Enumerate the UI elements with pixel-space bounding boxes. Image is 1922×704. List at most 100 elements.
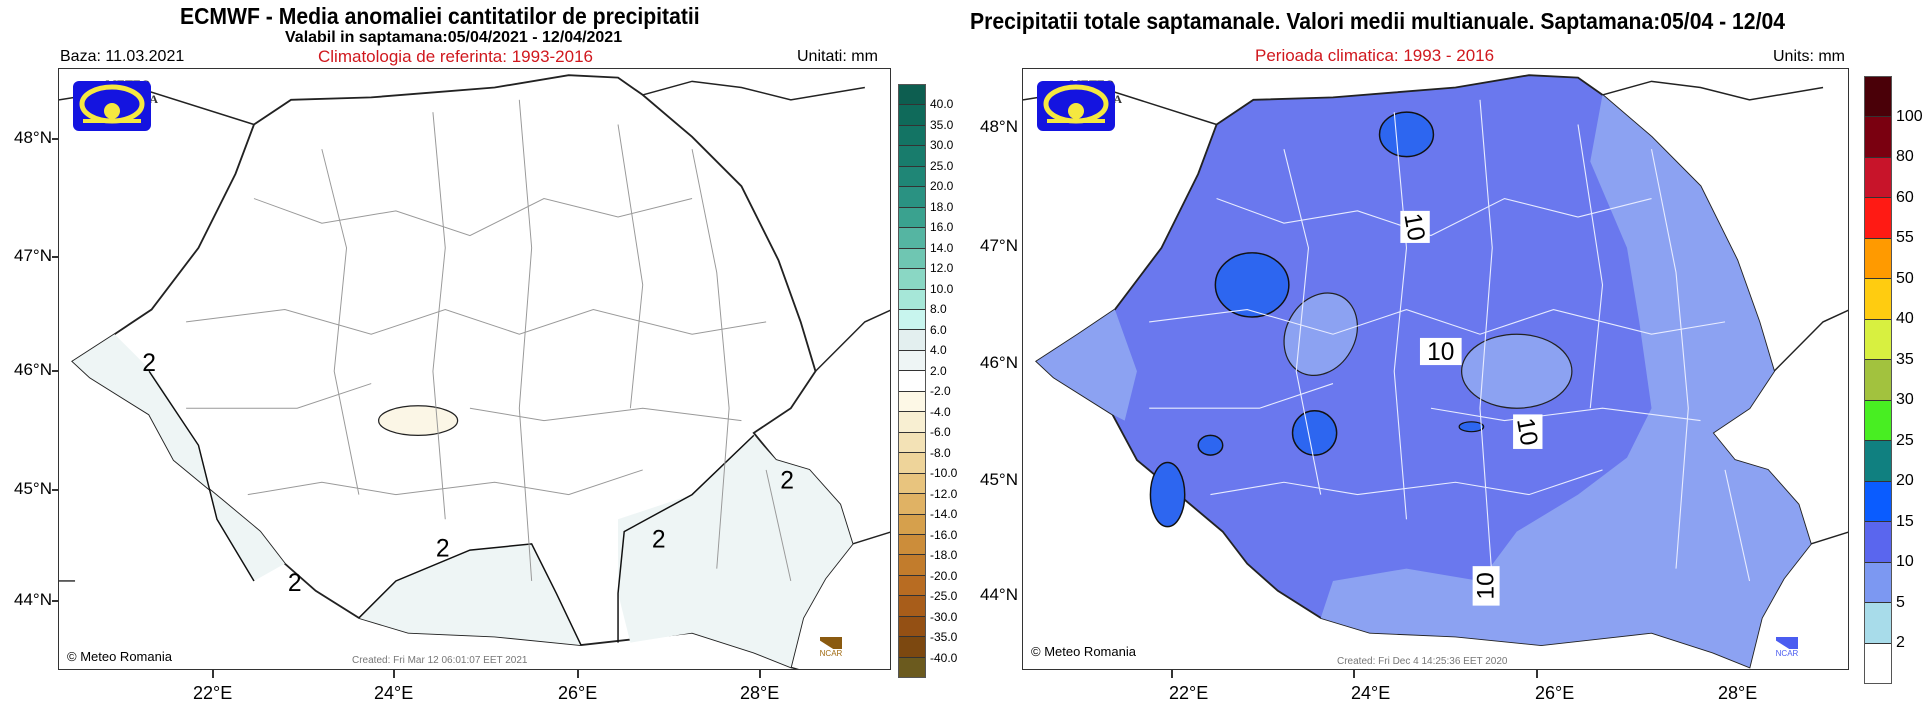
colorbar-swatch: [1865, 441, 1891, 482]
colorbar-swatch: [899, 289, 925, 310]
left-base-date: Baza: 11.03.2021: [60, 48, 185, 65]
colorbar-label: -6.0: [930, 425, 951, 440]
colorbar-swatch: [899, 371, 925, 392]
meteo-romania-logo: METEO ROMANIA: [73, 77, 183, 131]
colorbar-swatch: [899, 391, 925, 413]
colorbar-label: 25.0: [930, 158, 954, 173]
colorbar-label: -18.0: [930, 548, 958, 563]
ncar-logo: NCAR: [1773, 637, 1801, 658]
colorbar-label: 12.0: [930, 261, 954, 276]
meteo-logo-icon: [73, 81, 151, 131]
colorbar-label: 10.0: [930, 281, 954, 296]
contour-label: 10: [1511, 416, 1542, 448]
colorbar-swatch: [899, 657, 925, 678]
lon-label: 26°E: [558, 683, 598, 703]
colorbar-swatch: [899, 85, 925, 106]
colorbar-swatch: [899, 453, 925, 474]
contour-label: 2: [652, 527, 666, 554]
left-map: 2 2 2 2 2 METEO ROMANIA © Meteo Romania …: [58, 68, 891, 670]
colorbar-label: 6.0: [930, 322, 947, 337]
colorbar-label: -30.0: [930, 609, 958, 624]
colorbar-swatch: [1865, 77, 1891, 118]
precip-area-5-10: [1320, 94, 1811, 668]
ncar-icon: [1776, 637, 1798, 649]
lon-label: 22°E: [193, 683, 233, 703]
colorbar-swatch: [1865, 198, 1891, 239]
colorbar-label: 80: [1896, 148, 1914, 166]
colorbar-swatch: [1865, 157, 1891, 199]
colorbar-label: -4.0: [930, 404, 951, 419]
colorbar-label: 40: [1896, 310, 1914, 328]
colorbar-swatch: [899, 616, 925, 638]
colorbar-label: 4.0: [930, 343, 947, 358]
colorbar-swatch: [1865, 238, 1891, 280]
lon-label: 24°E: [1351, 683, 1391, 703]
colorbar-label: 55: [1896, 229, 1914, 247]
colorbar-label: -14.0: [930, 507, 958, 522]
anomaly-area-east: [618, 435, 853, 668]
lat-label: 46°N: [14, 360, 52, 379]
colorbar-swatch: [899, 432, 925, 454]
colorbar-label: 25: [1896, 431, 1914, 449]
colorbar-swatch: [899, 514, 925, 535]
contour-label: 10: [1427, 339, 1454, 366]
contour-label: 2: [436, 535, 450, 562]
colorbar-swatch: [899, 166, 925, 188]
meteo-romania-logo: METEO ROMANIA: [1037, 77, 1147, 131]
colorbar-swatch: [899, 637, 925, 658]
created-timestamp: Created: Fri Mar 12 06:01:07 EET 2021: [352, 655, 528, 666]
right-climatology: Perioada climatica: 1993 - 2016: [1255, 46, 1495, 65]
colorbar-label: 16.0: [930, 220, 954, 235]
colorbar-label: 50: [1896, 269, 1914, 287]
left-climatology: Climatologia de referinta: 1993-2016: [318, 47, 594, 66]
colorbar-swatch: [1865, 279, 1891, 320]
left-title: ECMWF - Media anomaliei cantitatilor de …: [180, 3, 700, 29]
lat-label: 44°N: [980, 585, 1018, 604]
colorbar-label: 35: [1896, 350, 1914, 368]
colorbar-label: 60: [1896, 188, 1914, 206]
colorbar-label: 100: [1896, 107, 1922, 125]
colorbar-label: 18.0: [930, 199, 954, 214]
ncar-icon: [820, 637, 842, 649]
colorbar-swatch: [899, 555, 925, 576]
colorbar-swatch: [899, 494, 925, 515]
colorbar-swatch: [1865, 360, 1891, 401]
contour-label: 10: [1398, 211, 1429, 243]
precip-area-15: [1214, 252, 1290, 318]
colorbar-swatch: [1865, 319, 1891, 361]
ncar-logo: NCAR: [817, 637, 845, 658]
colorbar-label: -2.0: [930, 384, 951, 399]
left-units: Unitati: mm: [797, 48, 878, 65]
contour-label: 2: [142, 350, 156, 377]
colorbar-label: -25.0: [930, 589, 958, 604]
meteo-logo-icon: [1037, 81, 1115, 131]
right-map-canvas: 10 10 10 10: [1023, 74, 1848, 669]
ncar-text: NCAR: [819, 649, 843, 658]
colorbar-swatch: [1865, 643, 1891, 684]
lon-label: 28°E: [1718, 683, 1758, 703]
right-units: Units: mm: [1773, 48, 1845, 65]
colorbar-swatch: [1865, 603, 1891, 644]
anomaly-area-west: [72, 334, 285, 581]
colorbar-label: 14.0: [930, 240, 954, 255]
lon-label: 28°E: [740, 683, 780, 703]
lon-label: 26°E: [1535, 683, 1575, 703]
colorbar-swatch: [899, 534, 925, 556]
lon-label: 22°E: [1169, 683, 1209, 703]
colorbar-swatch: [899, 228, 925, 249]
left-map-canvas: 2 2 2 2 2: [59, 74, 890, 669]
anomaly-colorbar: [898, 84, 926, 678]
colorbar-label: -10.0: [930, 466, 958, 481]
colorbar-label: 15: [1896, 512, 1914, 530]
colorbar-swatch: [1865, 562, 1891, 604]
colorbar-swatch: [1865, 481, 1891, 523]
colorbar-label: -35.0: [930, 630, 958, 645]
colorbar-swatch: [1865, 400, 1891, 442]
colorbar-swatch: [899, 412, 925, 433]
colorbar-swatch: [899, 269, 925, 290]
colorbar-label: 35.0: [930, 117, 954, 132]
lat-label: 46°N: [980, 353, 1018, 372]
credit-text: © Meteo Romania: [67, 649, 172, 664]
colorbar-label: -8.0: [930, 445, 951, 460]
colorbar-swatch: [1865, 117, 1891, 158]
